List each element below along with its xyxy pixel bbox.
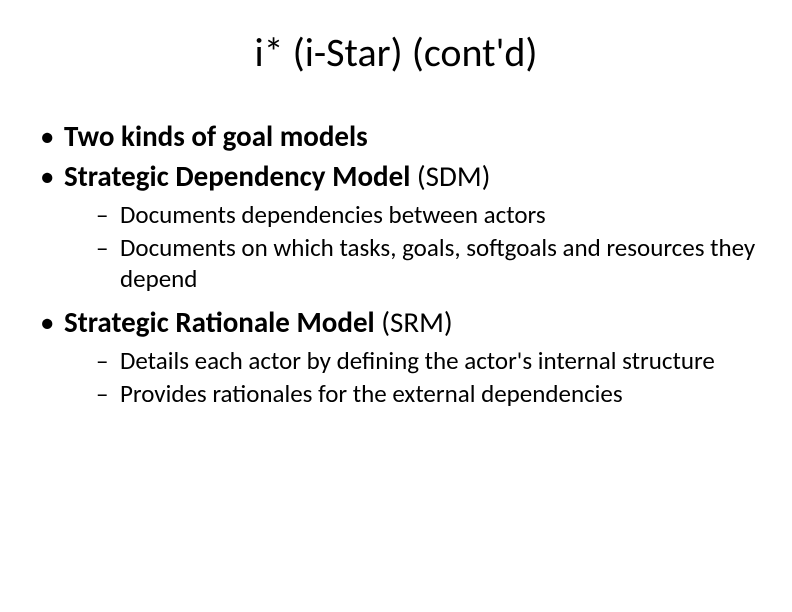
bullet-item: Strategic Dependency Model (SDM) Documen…: [36, 158, 756, 294]
sub-bullet-text: Documents on which tasks, goals, softgoa…: [120, 232, 755, 294]
sub-bullet-item: Details each actor by defining the actor…: [96, 345, 756, 376]
bullet-text: Two kinds of goal models: [64, 118, 368, 154]
bullet-text-rest: (SDM): [410, 158, 490, 194]
bullet-text-rest: (SRM): [375, 304, 453, 340]
sub-bullet-text: Details each actor by defining the actor…: [120, 345, 715, 376]
bullet-item: Two kinds of goal models: [36, 118, 756, 154]
sub-bullet-item: Provides rationales for the external dep…: [96, 378, 756, 409]
sub-bullet-item: Documents dependencies between actors: [96, 199, 756, 230]
slide: i* (i-Star) (cont'd) Two kinds of goal m…: [0, 0, 792, 612]
slide-title: i* (i-Star) (cont'd): [0, 28, 792, 77]
bullet-text-bold: Strategic Dependency Model: [64, 158, 410, 194]
sub-bullet-item: Documents on which tasks, goals, softgoa…: [96, 232, 756, 295]
bullet-list-level2: Details each actor by defining the actor…: [64, 345, 756, 410]
bullet-list-level1: Two kinds of goal models Strategic Depen…: [36, 118, 756, 409]
sub-bullet-text: Provides rationales for the external dep…: [120, 378, 623, 409]
bullet-item: Strategic Rationale Model (SRM) Details …: [36, 304, 756, 409]
bullet-list-level2: Documents dependencies between actors Do…: [64, 199, 756, 295]
slide-content: Two kinds of goal models Strategic Depen…: [36, 118, 756, 419]
bullet-text-bold: Strategic Rationale Model: [64, 304, 375, 340]
sub-bullet-text: Documents dependencies between actors: [120, 199, 546, 230]
